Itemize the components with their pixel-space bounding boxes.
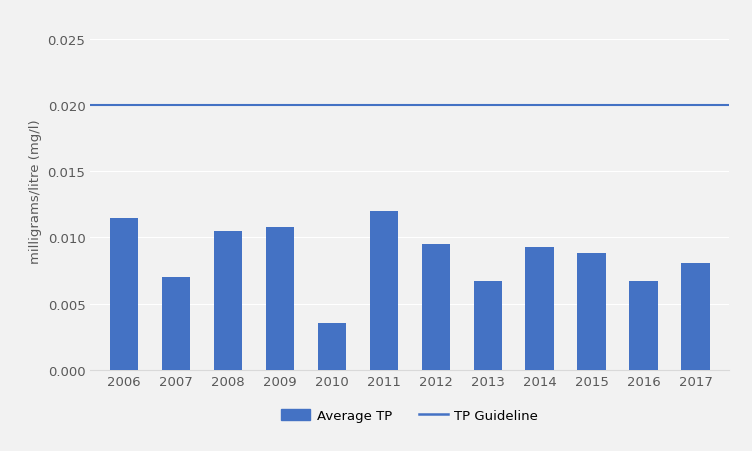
Legend: Average TP, TP Guideline: Average TP, TP Guideline [276,404,544,428]
Bar [474,281,502,370]
Bar [578,254,606,370]
Bar [369,212,398,370]
Bar [317,324,346,370]
Bar [681,263,710,370]
Bar [265,227,294,370]
Bar [162,277,190,370]
Bar [526,247,554,370]
Bar [629,281,658,370]
Bar [110,218,138,370]
Y-axis label: milligrams/litre (mg/l): milligrams/litre (mg/l) [29,120,42,264]
Bar [422,244,450,370]
Bar [214,231,242,370]
